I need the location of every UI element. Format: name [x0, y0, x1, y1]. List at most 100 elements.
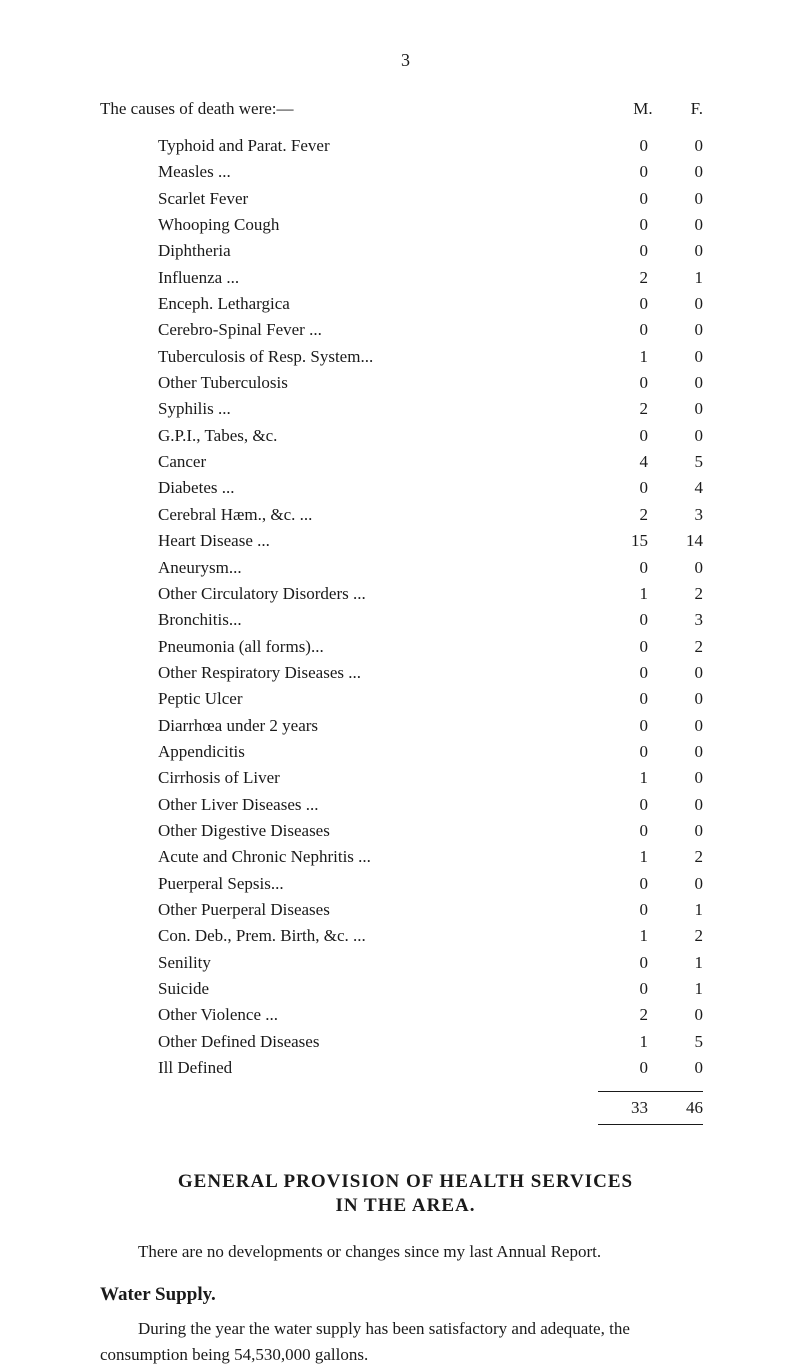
- row-value-f: 3: [666, 502, 711, 528]
- table-row: Aneurysm...00: [158, 555, 711, 581]
- row-value-m: 0: [611, 897, 666, 923]
- row-value-m: 0: [611, 370, 666, 396]
- row-label: Peptic Ulcer: [158, 686, 611, 712]
- row-value-f: 0: [666, 739, 711, 765]
- row-value-f: 0: [666, 713, 711, 739]
- row-value-m: 1: [611, 765, 666, 791]
- total-m: 33: [611, 1098, 666, 1118]
- row-label: Typhoid and Parat. Fever: [158, 133, 611, 159]
- rule-segment: [598, 1091, 703, 1092]
- col-header-m: M.: [633, 99, 652, 119]
- table-row: Suicide01: [158, 976, 711, 1002]
- row-value-f: 0: [666, 396, 711, 422]
- row-value-f: 0: [666, 1055, 711, 1081]
- table-row: Influenza ...21: [158, 265, 711, 291]
- section-heading-line1: GENERAL PROVISION OF HEALTH SERVICES: [100, 1171, 711, 1193]
- row-label: Measles ...: [158, 159, 611, 185]
- row-label: Other Liver Diseases ...: [158, 792, 611, 818]
- row-value-m: 0: [611, 739, 666, 765]
- table-row: Bronchitis...03: [158, 607, 711, 633]
- row-value-f: 1: [666, 897, 711, 923]
- table-row: Other Violence ...20: [158, 1002, 711, 1028]
- row-value-f: 0: [666, 792, 711, 818]
- row-value-m: 2: [611, 396, 666, 422]
- table-row: Other Puerperal Diseases01: [158, 897, 711, 923]
- row-value-f: 0: [666, 871, 711, 897]
- table-row: Ill Defined00: [158, 1055, 711, 1081]
- row-value-m: 0: [611, 871, 666, 897]
- row-label: Cerebral Hæm., &c. ...: [158, 502, 611, 528]
- table-row: Enceph. Lethargica00: [158, 291, 711, 317]
- row-value-m: 0: [611, 238, 666, 264]
- row-label: Other Circulatory Disorders ...: [158, 581, 611, 607]
- row-label: G.P.I., Tabes, &c.: [158, 423, 611, 449]
- table-row: Scarlet Fever00: [158, 186, 711, 212]
- row-value-m: 4: [611, 449, 666, 475]
- row-value-f: 2: [666, 923, 711, 949]
- table-row: Other Liver Diseases ...00: [158, 792, 711, 818]
- row-value-f: 0: [666, 291, 711, 317]
- row-label: Heart Disease ...: [158, 528, 611, 554]
- row-value-m: 0: [611, 950, 666, 976]
- row-label: Syphilis ...: [158, 396, 611, 422]
- row-value-f: 2: [666, 634, 711, 660]
- row-value-m: 0: [611, 686, 666, 712]
- row-value-f: 4: [666, 475, 711, 501]
- row-label: Acute and Chronic Nephritis ...: [158, 844, 611, 870]
- row-value-f: 14: [666, 528, 711, 554]
- intro-row: The causes of death were:— M. F.: [100, 99, 711, 119]
- row-value-f: 0: [666, 212, 711, 238]
- table-row: Appendicitis00: [158, 739, 711, 765]
- table-row: Typhoid and Parat. Fever00: [158, 133, 711, 159]
- row-value-m: 15: [611, 528, 666, 554]
- row-value-f: 0: [666, 159, 711, 185]
- table-row: Syphilis ...20: [158, 396, 711, 422]
- row-label: Diabetes ...: [158, 475, 611, 501]
- table-row: Measles ...00: [158, 159, 711, 185]
- table-row: Other Digestive Diseases00: [158, 818, 711, 844]
- row-label: Suicide: [158, 976, 611, 1002]
- row-label: Cirrhosis of Liver: [158, 765, 611, 791]
- row-label: Ill Defined: [158, 1055, 611, 1081]
- row-value-f: 0: [666, 818, 711, 844]
- row-value-f: 0: [666, 238, 711, 264]
- table-row: Cerebral Hæm., &c. ...23: [158, 502, 711, 528]
- row-label: Pneumonia (all forms)...: [158, 634, 611, 660]
- table-row: Con. Deb., Prem. Birth, &c. ...12: [158, 923, 711, 949]
- row-value-f: 0: [666, 765, 711, 791]
- row-value-m: 2: [611, 502, 666, 528]
- table-row: G.P.I., Tabes, &c.00: [158, 423, 711, 449]
- row-label: Cerebro-Spinal Fever ...: [158, 317, 611, 343]
- table-row: Diabetes ...04: [158, 475, 711, 501]
- row-value-m: 0: [611, 713, 666, 739]
- table-row: Whooping Cough00: [158, 212, 711, 238]
- row-value-m: 0: [611, 423, 666, 449]
- rule-segment: [598, 1124, 703, 1125]
- row-value-f: 5: [666, 449, 711, 475]
- column-headers: M. F.: [633, 99, 711, 119]
- row-value-f: 0: [666, 133, 711, 159]
- row-label: Other Puerperal Diseases: [158, 897, 611, 923]
- row-value-m: 0: [611, 133, 666, 159]
- row-value-f: 0: [666, 317, 711, 343]
- table-row: Peptic Ulcer00: [158, 686, 711, 712]
- paragraph-developments: There are no developments or changes sin…: [100, 1239, 711, 1265]
- row-value-f: 0: [666, 660, 711, 686]
- row-label: Senility: [158, 950, 611, 976]
- row-label: Scarlet Fever: [158, 186, 611, 212]
- row-value-m: 0: [611, 291, 666, 317]
- table-row: Heart Disease ...1514: [158, 528, 711, 554]
- table-row: Senility01: [158, 950, 711, 976]
- table-row: Cancer45: [158, 449, 711, 475]
- row-value-f: 0: [666, 186, 711, 212]
- section-heading-line2: IN THE AREA.: [100, 1195, 711, 1217]
- row-value-m: 1: [611, 344, 666, 370]
- row-label: Other Digestive Diseases: [158, 818, 611, 844]
- row-value-m: 2: [611, 1002, 666, 1028]
- row-label: Influenza ...: [158, 265, 611, 291]
- intro-text: The causes of death were:—: [100, 99, 633, 119]
- table-row: Pneumonia (all forms)...02: [158, 634, 711, 660]
- table-row: Puerperal Sepsis...00: [158, 871, 711, 897]
- table-row: Acute and Chronic Nephritis ...12: [158, 844, 711, 870]
- page-number: 3: [100, 50, 711, 71]
